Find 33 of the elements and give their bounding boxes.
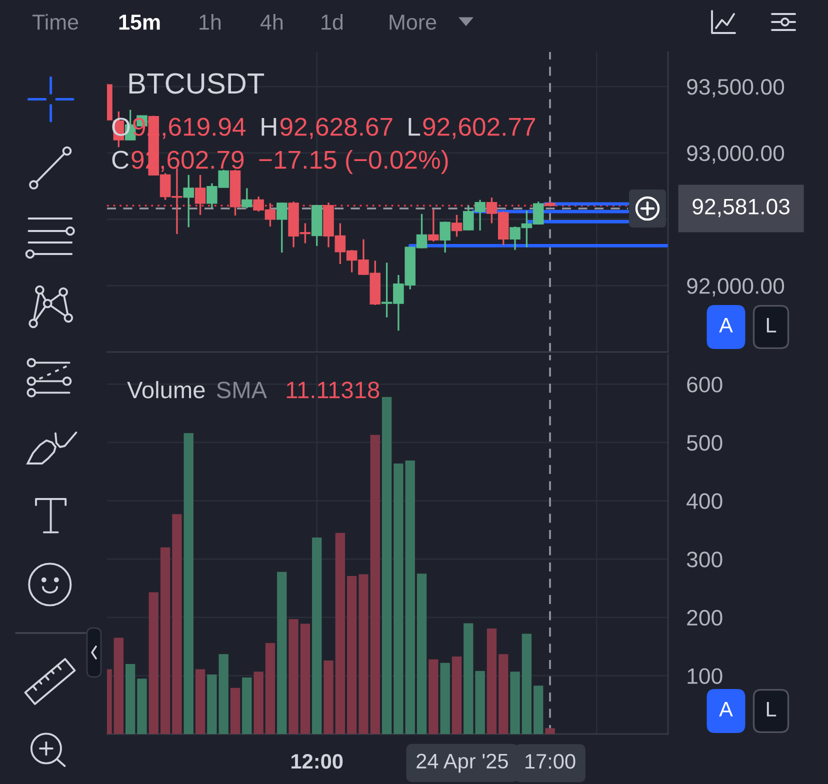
y-tick-label: 600	[687, 376, 722, 392]
text: L	[766, 702, 776, 716]
y-tick-label: 100	[688, 668, 722, 684]
y-tick-label: 500	[686, 434, 722, 451]
annotation: C	[112, 150, 129, 169]
y-tick-label: 200	[687, 610, 722, 626]
text: Volume	[127, 380, 205, 398]
x-tick-label: 17:00	[526, 754, 576, 769]
annotation: 92,602.77	[423, 118, 536, 139]
text: A	[719, 702, 733, 716]
y-tick-label: 400	[686, 493, 722, 510]
annotation: SMA	[216, 382, 267, 398]
annotation: −17.15 (−0.02%)	[259, 150, 448, 174]
text: Time	[32, 14, 78, 30]
text: A	[719, 318, 733, 332]
annotation: 11.11318	[286, 382, 380, 398]
annotation: L	[408, 118, 420, 136]
text: 4h	[260, 14, 283, 30]
text: BTCUSDT	[129, 73, 264, 94]
y-tick-label: 93,000.00	[687, 145, 784, 164]
text: 1h	[200, 14, 221, 30]
text: 24 Apr '25	[416, 754, 508, 773]
text: L	[766, 318, 776, 332]
ref-line-label: 92,581.03	[692, 198, 790, 218]
text: More	[390, 14, 436, 30]
y-tick-label: 300	[686, 552, 722, 568]
y-tick-label: 93,500.00	[687, 79, 784, 98]
text: 15m	[119, 14, 160, 30]
x-tick-label: 12:00	[292, 754, 343, 769]
annotation: 92,628.67	[280, 118, 392, 139]
text: 1d	[322, 14, 343, 30]
y-tick-label: 92,000.00	[687, 278, 784, 297]
annotation: H	[262, 118, 276, 136]
